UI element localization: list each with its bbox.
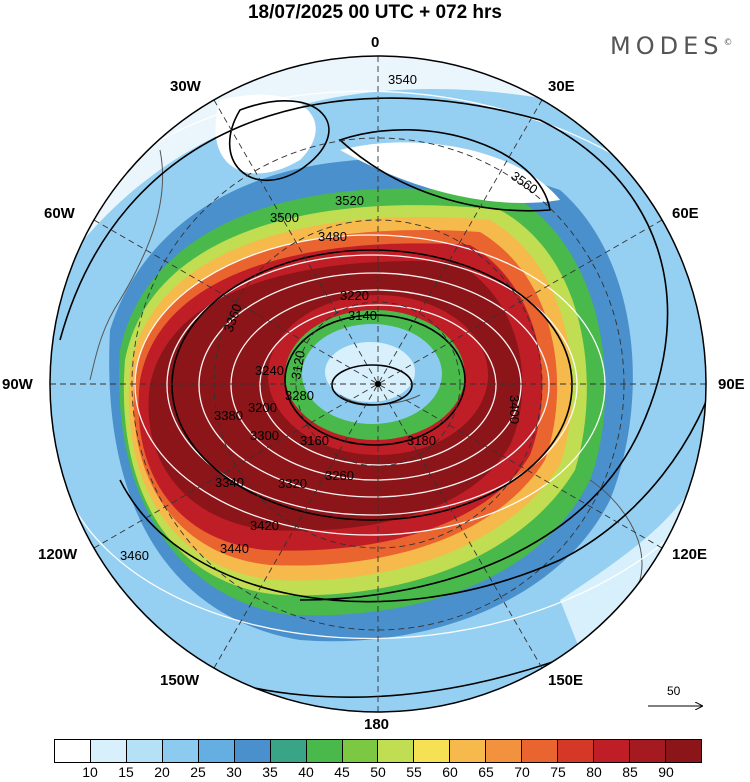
- colorbar-tick-label: 20: [154, 764, 170, 780]
- colorbar-cell: [414, 740, 451, 762]
- colorbar-tick-label: 55: [406, 764, 422, 780]
- contour-label: 3200: [248, 400, 277, 415]
- colorbar-tick-label: 40: [298, 764, 314, 780]
- contour-label: 3400: [507, 395, 522, 424]
- contour-label: 3380: [214, 408, 243, 423]
- colorbar-cell: [234, 740, 271, 762]
- contour-label: 3160: [300, 433, 329, 448]
- lon-label-150w: 150W: [160, 672, 200, 689]
- contour-label: 3240: [255, 363, 284, 378]
- contour-label: 3420: [250, 518, 279, 533]
- colorbar-cell: [306, 740, 343, 762]
- colorbar-tick-label: 30: [226, 764, 242, 780]
- contour-label: 3320: [278, 476, 307, 491]
- lon-label-30e: 30E: [548, 78, 575, 95]
- brand-logo: MODES©: [610, 32, 733, 60]
- colorbar-tick-label: 90: [658, 764, 674, 780]
- colorbar-tick-label: 65: [478, 764, 494, 780]
- contour-label: 3340: [215, 475, 244, 490]
- contour-label: 3480: [318, 229, 347, 244]
- lon-label-0: 0: [371, 34, 380, 51]
- colorbar-cell: [450, 740, 487, 762]
- colorbar-tick-label: 50: [370, 764, 386, 780]
- contour-label: 3180: [407, 433, 436, 448]
- colorbar-tick-label: 10: [82, 764, 98, 780]
- contour-label: 3540: [388, 72, 417, 87]
- lon-label-30w: 30W: [170, 78, 201, 95]
- colorbar: [54, 739, 702, 763]
- vector-scale-label: 50: [667, 684, 681, 698]
- contour-label: 3280: [285, 388, 314, 403]
- colorbar-cell: [665, 740, 701, 762]
- pole-marker: [375, 381, 381, 387]
- contour-label: 3300: [250, 428, 279, 443]
- contour-label: 3520: [335, 193, 364, 208]
- colorbar-cell: [522, 740, 559, 762]
- colorbar-cell: [630, 740, 666, 762]
- page-title: 18/07/2025 00 UTC + 072 hrs: [247, 2, 503, 23]
- colorbar-cell: [126, 740, 163, 762]
- colorbar-tick-labels: 10 15 20 25 30 35 40 45 50 55 60 65 70 75 80 85 90: [54, 764, 702, 782]
- colorbar-tick-label: 45: [334, 764, 350, 780]
- contour-label: 3140: [348, 308, 377, 323]
- wind-speed-field: [50, 56, 706, 712]
- contour-label-group: 3540 3560 3520 3500 3480 3460 3440 3420 …: [120, 72, 541, 563]
- lon-label-120e: 120E: [672, 546, 708, 563]
- colorbar-tick-label: 75: [550, 764, 566, 780]
- colorbar-tick-label: 60: [442, 764, 458, 780]
- colorbar-tick-label: 35: [262, 764, 278, 780]
- colorbar-tick-label: 70: [514, 764, 530, 780]
- lon-label-60w: 60W: [44, 205, 75, 222]
- contour-label: 3500: [270, 210, 299, 225]
- colorbar-tick-label: 80: [586, 764, 602, 780]
- colorbar-cell: [90, 740, 127, 762]
- colorbar-cell: [55, 740, 91, 762]
- map-border: [49, 55, 707, 713]
- lon-label-60e: 60E: [672, 205, 699, 222]
- lon-label-120w: 120W: [38, 546, 78, 563]
- lon-label-90e: 90E: [718, 376, 745, 393]
- contour-label: 3260: [325, 468, 354, 483]
- colorbar-tick-label: 15: [118, 764, 134, 780]
- colorbar-cell: [378, 740, 415, 762]
- colorbar-cell: [558, 740, 595, 762]
- lon-label-90w: 90W: [2, 376, 33, 393]
- colorbar-cell: [342, 740, 379, 762]
- colorbar-cell: [270, 740, 307, 762]
- contour-label: 3220: [340, 288, 369, 303]
- contour-label: 3440: [220, 541, 249, 556]
- streamlines: [69, 90, 690, 640]
- graticule: [50, 56, 706, 712]
- lon-label-150e: 150E: [548, 672, 584, 689]
- colorbar-cell: [162, 740, 199, 762]
- contour-label: 3460: [120, 548, 149, 563]
- colorbar-tick-label: 25: [190, 764, 206, 780]
- colorbar-cell: [198, 740, 235, 762]
- contour-label: 3120: [288, 349, 308, 380]
- colorbar-cell: [486, 740, 523, 762]
- colorbar-tick-label: 85: [622, 764, 638, 780]
- colorbar-cell: [594, 740, 630, 762]
- lon-label-180: 180: [364, 716, 390, 733]
